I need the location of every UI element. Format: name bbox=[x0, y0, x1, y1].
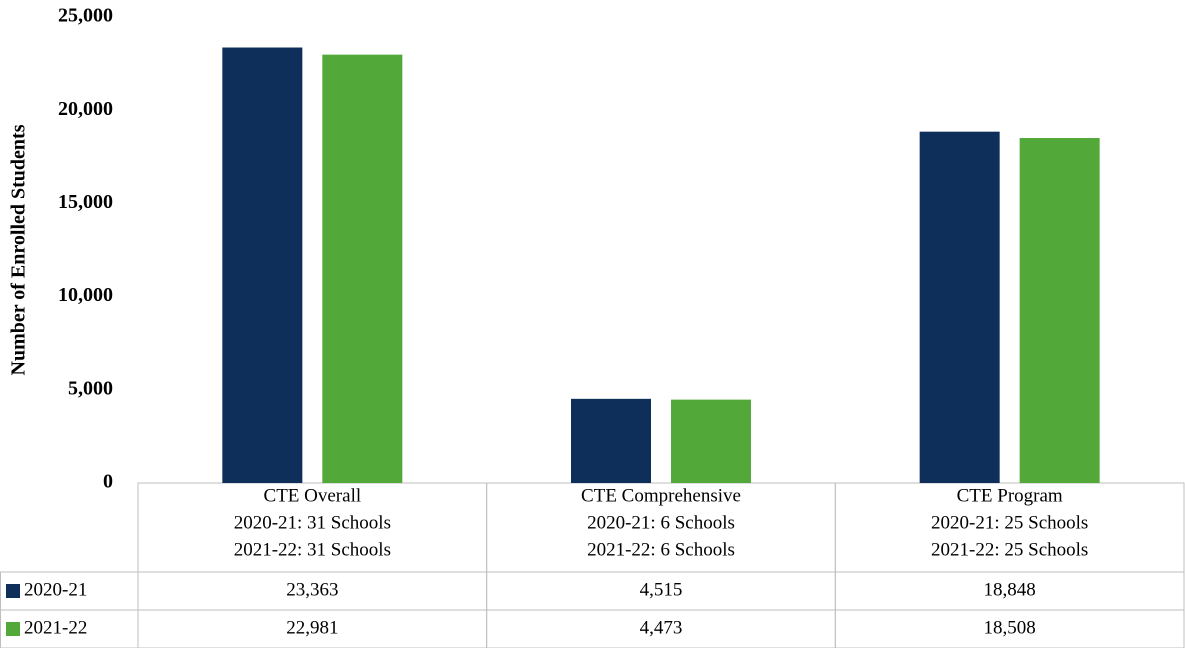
table-cell bbox=[834, 609, 1185, 648]
bar bbox=[919, 131, 1000, 483]
data-label: 18,848 bbox=[984, 579, 1036, 600]
data-label: 23,363 bbox=[286, 579, 338, 600]
y-tick-label: 5,000 bbox=[68, 377, 113, 399]
x-tick-label: CTE Overall bbox=[264, 485, 362, 506]
x-tick-label: 2021-22: 31 Schools bbox=[234, 539, 391, 560]
legend-swatch bbox=[6, 584, 20, 598]
y-tick-label: 20,000 bbox=[58, 98, 113, 120]
bar bbox=[322, 54, 403, 484]
bar bbox=[571, 398, 651, 483]
legend-label: 2020-21 bbox=[24, 579, 87, 600]
data-label: 4,515 bbox=[640, 579, 683, 600]
x-tick-label: CTE Program bbox=[957, 485, 1063, 506]
data-label: 22,981 bbox=[286, 617, 338, 638]
y-tick-label: 0 bbox=[103, 471, 113, 493]
y-tick-label: 25,000 bbox=[58, 5, 113, 27]
x-tick-label: CTE Comprehensive bbox=[581, 485, 741, 506]
data-label: 18,508 bbox=[984, 617, 1036, 638]
bar bbox=[1019, 138, 1100, 484]
x-tick-label: 2021-22: 6 Schools bbox=[587, 539, 735, 560]
legend-swatch bbox=[6, 622, 20, 636]
table-cell bbox=[0, 609, 139, 648]
y-tick-label: 10,000 bbox=[58, 284, 113, 306]
y-tick-label: 15,000 bbox=[58, 191, 113, 213]
x-tick-label: 2020-21: 25 Schools bbox=[931, 512, 1088, 533]
x-tick-label: 2020-21: 6 Schools bbox=[587, 512, 735, 533]
data-label: 4,473 bbox=[640, 617, 683, 638]
y-axis-title: Number of Enrolled Students bbox=[8, 124, 30, 375]
bar bbox=[222, 47, 303, 484]
x-tick-label: 2021-22: 25 Schools bbox=[931, 539, 1088, 560]
legend-label: 2021-22 bbox=[24, 617, 87, 638]
bar bbox=[671, 399, 751, 483]
x-tick-label: 2020-21: 31 Schools bbox=[234, 512, 391, 533]
